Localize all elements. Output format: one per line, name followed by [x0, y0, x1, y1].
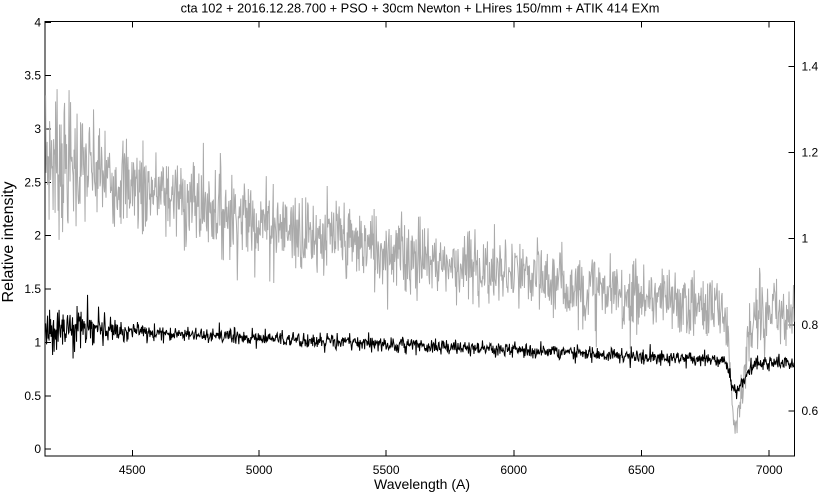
svg-text:0: 0 — [34, 442, 41, 456]
svg-text:6500: 6500 — [628, 463, 655, 477]
svg-text:1.4: 1.4 — [802, 59, 819, 73]
svg-text:0.6: 0.6 — [802, 404, 819, 418]
svg-text:3.5: 3.5 — [24, 69, 41, 83]
svg-text:7000: 7000 — [756, 463, 783, 477]
svg-text:4: 4 — [34, 15, 41, 29]
svg-text:5500: 5500 — [373, 463, 400, 477]
svg-text:1: 1 — [34, 335, 41, 349]
svg-text:Wavelength (A): Wavelength (A) — [374, 476, 470, 492]
svg-text:4500: 4500 — [119, 463, 146, 477]
svg-text:1.5: 1.5 — [24, 282, 41, 296]
svg-text:2.5: 2.5 — [24, 175, 41, 189]
svg-text:5000: 5000 — [246, 463, 273, 477]
svg-text:3: 3 — [34, 122, 41, 136]
svg-text:0.8: 0.8 — [802, 318, 819, 332]
svg-text:2: 2 — [34, 229, 41, 243]
svg-text:1.2: 1.2 — [802, 146, 819, 160]
svg-text:cta 102 + 2016.12.28.700 + PSO: cta 102 + 2016.12.28.700 + PSO + 30cm Ne… — [181, 1, 660, 16]
svg-text:6000: 6000 — [500, 463, 527, 477]
svg-text:1: 1 — [802, 232, 809, 246]
svg-text:0.5: 0.5 — [24, 389, 41, 403]
svg-text:Relative intensity: Relative intensity — [0, 182, 17, 303]
